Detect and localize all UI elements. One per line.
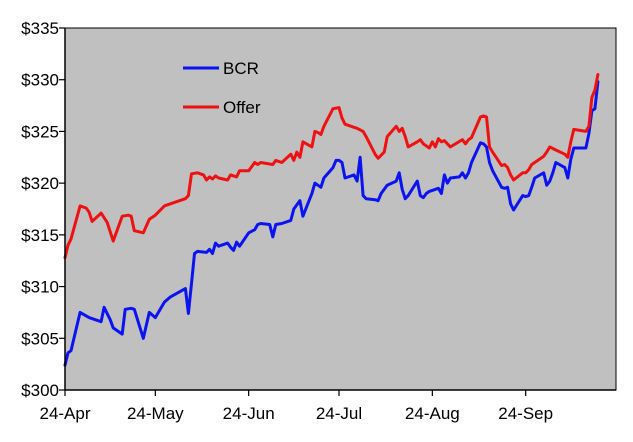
plot-background <box>65 28 616 390</box>
y-tick-label: $335 <box>21 19 59 38</box>
x-tick-label: 24-Apr <box>39 404 90 423</box>
legend-label-bcr: BCR <box>223 59 259 78</box>
x-tick-label: 24-Sep <box>498 404 553 423</box>
y-tick-label: $330 <box>21 71 59 90</box>
y-tick-label: $300 <box>21 381 59 400</box>
x-tick-label: 24-May <box>127 404 184 423</box>
y-tick-label: $305 <box>21 329 59 348</box>
y-tick-label: $320 <box>21 174 59 193</box>
series-line-bcr <box>63 80 600 367</box>
y-axis-ticks: $300 $305 $310 $315 $320 $325 $330 $335 <box>21 19 65 400</box>
y-tick-label: $325 <box>21 122 59 141</box>
x-tick-label: 24-Jul <box>316 404 362 423</box>
x-tick-label: 24-Aug <box>405 404 460 423</box>
series-layer <box>63 73 600 367</box>
x-tick-label: 24-Jun <box>223 404 275 423</box>
legend: BCR Offer <box>183 59 261 117</box>
legend-label-offer: Offer <box>223 98 261 117</box>
series-line-offer <box>63 73 600 260</box>
y-tick-label: $310 <box>21 278 59 297</box>
x-axis-ticks: 24-Apr 24-May 24-Jun 24-Jul 24-Aug 24-Sep <box>39 390 553 423</box>
y-tick-label: $315 <box>21 226 59 245</box>
